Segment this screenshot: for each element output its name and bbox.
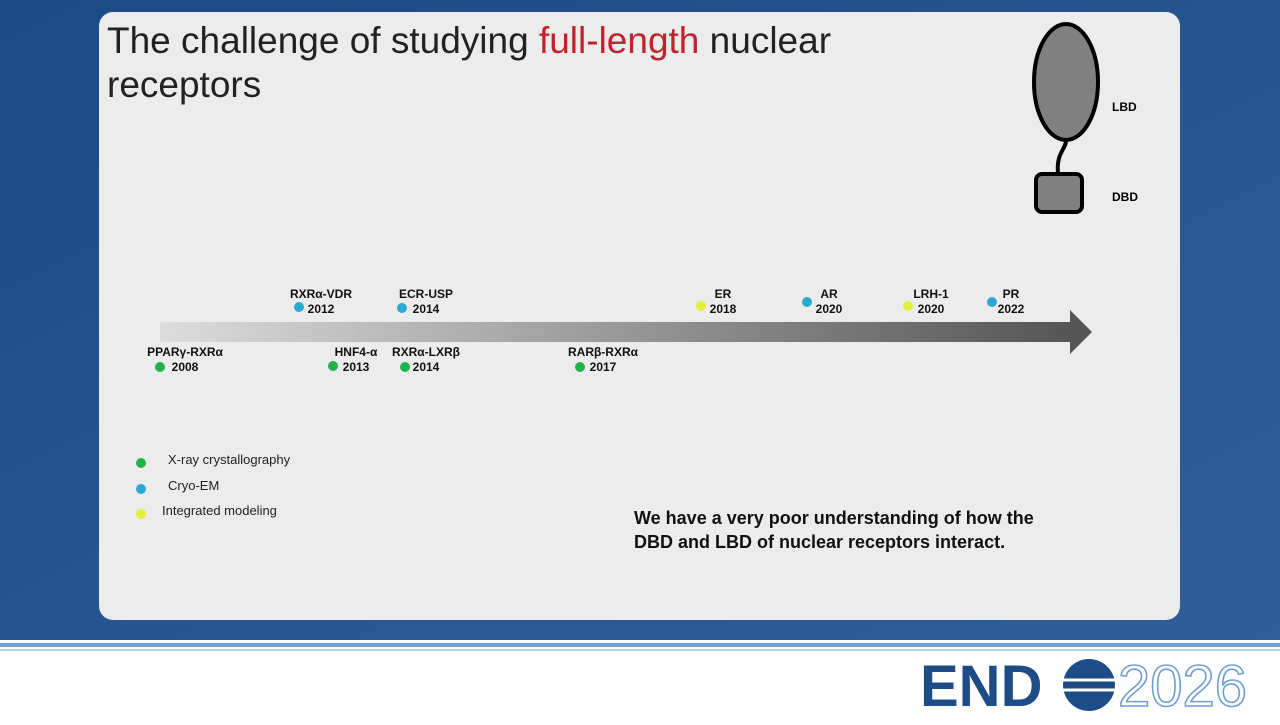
event-name: RXRα-LXRβ — [392, 345, 460, 359]
logo-left: END — [920, 654, 1042, 719]
title-highlight: full-length — [539, 20, 699, 61]
legend-label: X-ray crystallography — [168, 452, 291, 467]
title-text: nuclear — [699, 20, 831, 61]
event-year: 2014 — [413, 302, 440, 316]
event-dot — [987, 297, 997, 307]
card — [99, 12, 1180, 620]
event-year: 2018 — [710, 302, 737, 316]
event-dot — [575, 362, 585, 372]
stripe — [0, 649, 1280, 651]
event-dot — [328, 361, 338, 371]
event-year: 2020 — [918, 302, 945, 316]
event-name: LRH-1 — [913, 287, 949, 301]
title: The challenge of studying full-length nu… — [107, 20, 831, 61]
event-dot — [802, 297, 812, 307]
title-text: The challenge of studying — [107, 20, 539, 61]
event-name: ER — [715, 287, 732, 301]
event-name: PR — [1003, 287, 1020, 301]
legend-dot — [136, 484, 146, 494]
event-name: ECR-USP — [399, 287, 453, 301]
legend-label: Cryo-EM — [168, 478, 219, 493]
event-dot — [294, 302, 304, 312]
legend-label: Integrated modeling — [162, 503, 277, 518]
event-year: 2017 — [590, 360, 617, 374]
lbd-label: LBD — [1112, 100, 1137, 114]
timeline-arrow — [160, 322, 1072, 342]
logo-right: 2026 — [1118, 654, 1247, 719]
dbd-shape — [1034, 172, 1084, 214]
linker — [1055, 139, 1068, 175]
event-name: RXRα-VDR — [290, 287, 352, 301]
event-name: RARβ-RXRα — [568, 345, 639, 359]
event-name: PPARγ-RXRα — [147, 345, 223, 359]
event-year: 2008 — [172, 360, 199, 374]
legend-dot — [136, 458, 146, 468]
title: receptors — [107, 64, 261, 105]
event-dot — [155, 362, 165, 372]
event-dot — [397, 303, 407, 313]
legend-dot — [136, 509, 146, 519]
logo-globe — [1063, 659, 1115, 711]
event-year: 2020 — [816, 302, 843, 316]
statement: We have a very poor understanding of how… — [634, 508, 1034, 528]
event-name: HNF4-α — [335, 345, 378, 359]
event-year: 2022 — [998, 302, 1025, 316]
event-dot — [903, 301, 913, 311]
lbd-shape — [1032, 22, 1100, 142]
event-year: 2014 — [413, 360, 440, 374]
statement: DBD and LBD of nuclear receptors interac… — [634, 532, 1005, 552]
stripe — [0, 643, 1280, 647]
arrow-head — [1070, 310, 1092, 354]
event-year: 2013 — [343, 360, 370, 374]
event-dot — [400, 362, 410, 372]
event-name: AR — [820, 287, 838, 301]
dbd-label: DBD — [1112, 190, 1138, 204]
event-dot — [696, 301, 706, 311]
event-year: 2012 — [308, 302, 335, 316]
